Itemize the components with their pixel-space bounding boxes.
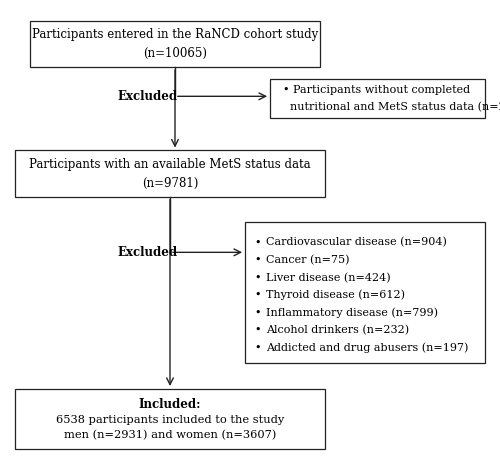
Text: • Participants without completed: • Participants without completed [282, 85, 470, 95]
Text: Thyroid disease (n=612): Thyroid disease (n=612) [266, 290, 405, 300]
FancyBboxPatch shape [15, 150, 325, 197]
Text: Liver disease (n=424): Liver disease (n=424) [266, 273, 390, 283]
Text: Participants entered in the RaNCD cohort study
(n=10065): Participants entered in the RaNCD cohort… [32, 28, 318, 60]
Text: •: • [254, 273, 261, 282]
Text: Participants with an available MetS status data
(n=9781): Participants with an available MetS stat… [29, 157, 311, 190]
Text: Cardiovascular disease (n=904): Cardiovascular disease (n=904) [266, 238, 447, 248]
FancyBboxPatch shape [270, 79, 485, 118]
FancyBboxPatch shape [245, 222, 485, 363]
Text: Included:: Included: [138, 398, 201, 411]
Text: •: • [254, 308, 261, 318]
Text: Excluded: Excluded [118, 90, 178, 103]
FancyBboxPatch shape [15, 389, 325, 449]
Text: •: • [254, 343, 261, 353]
Text: Addicted and drug abusers (n=197): Addicted and drug abusers (n=197) [266, 343, 468, 353]
Text: Cancer (n=75): Cancer (n=75) [266, 255, 349, 265]
Text: •: • [254, 255, 261, 265]
Text: 6538 participants included to the study
men (n=2931) and women (n=3607): 6538 participants included to the study … [56, 415, 284, 441]
Text: Excluded: Excluded [118, 246, 178, 259]
Text: •: • [254, 238, 261, 248]
Text: nutritional and MetS status data (n=284): nutritional and MetS status data (n=284) [282, 102, 500, 112]
Text: •: • [254, 290, 261, 300]
Text: Inflammatory disease (n=799): Inflammatory disease (n=799) [266, 307, 438, 318]
FancyBboxPatch shape [30, 21, 320, 67]
Text: Alcohol drinkers (n=232): Alcohol drinkers (n=232) [266, 325, 409, 335]
Text: •: • [254, 325, 261, 335]
